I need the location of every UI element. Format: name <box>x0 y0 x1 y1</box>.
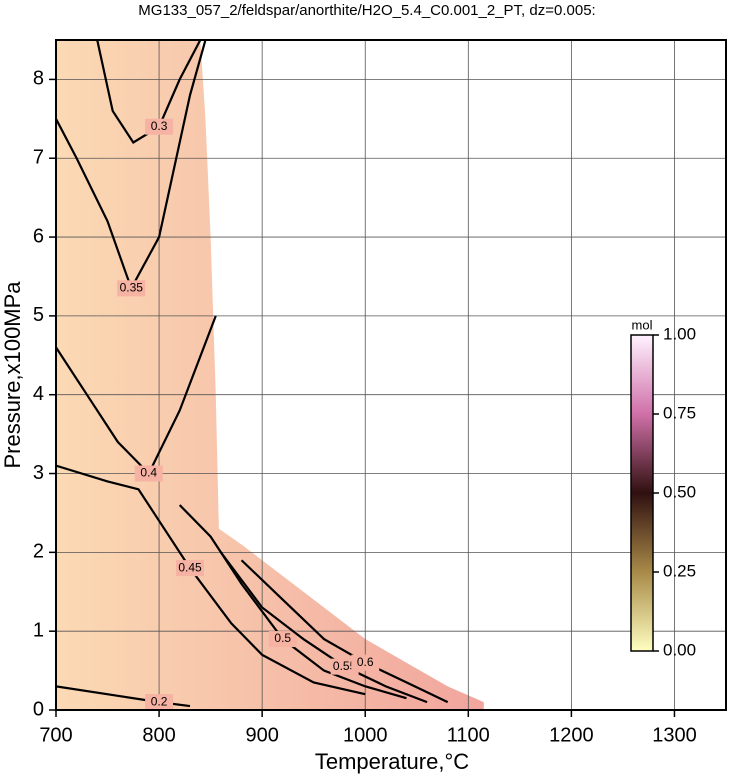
contour-line <box>56 685 191 708</box>
y-tick-label: 8 <box>33 68 44 90</box>
contour-line <box>220 551 428 704</box>
colorbar-tick-label: 0.25 <box>663 561 696 580</box>
contour-label: 0.5 <box>274 631 291 645</box>
contour-label: 0.4 <box>140 466 157 480</box>
x-tick-label: 1300 <box>652 724 697 746</box>
contour-label: 0.2 <box>151 694 168 708</box>
x-tick-label: 1000 <box>343 724 388 746</box>
y-axis-label: Pressure,x100MPa <box>0 281 25 469</box>
contour-label-bg <box>351 654 380 671</box>
x-tick-label: 1100 <box>447 724 490 746</box>
axes: 700 800 900 1000 1100 1200 1300 0 1 2 3 4 5 6 7 8 mol 0.0… <box>33 39 727 746</box>
domain-fill <box>56 40 484 710</box>
y-tick-label: 4 <box>33 383 44 405</box>
colorbar-tick-label: 0.75 <box>663 403 696 422</box>
contour-label-bg <box>134 465 163 482</box>
x-tick-label: 800 <box>142 724 175 746</box>
contour-label-bg <box>268 631 297 648</box>
contour-label: 0.45 <box>178 560 202 574</box>
chart-title: MG133_057_2/feldspar/anorthite/H2O_5.4_C… <box>138 2 595 19</box>
contour-label-bg <box>145 118 174 135</box>
x-tick-label: 1200 <box>549 724 594 746</box>
contour-label: 0.6 <box>357 655 374 669</box>
contour-label: 0.55 <box>333 659 357 673</box>
y-tick-label: 0 <box>33 698 44 720</box>
y-tick-label: 2 <box>33 541 44 563</box>
x-tick-label: 700 <box>39 724 72 746</box>
contour-label: 0.35 <box>120 280 144 294</box>
x-tick-label: 900 <box>245 724 278 746</box>
colorbar <box>630 334 654 652</box>
y-tick-label: 7 <box>33 147 44 169</box>
plot-area: 0.2 0.3 0.35 0.4 0.45 0.5 0.55 0.6 <box>56 40 726 710</box>
x-axis-label: Temperature,°C <box>315 749 469 774</box>
colorbar-tick-label: 0.00 <box>663 640 696 659</box>
contour-label-bg <box>176 560 204 577</box>
contour-label-bg <box>145 694 174 710</box>
colorbar-tick-label: 0.50 <box>663 482 696 501</box>
colorbar-label: mol <box>632 317 653 332</box>
y-tick-label: 5 <box>33 304 44 326</box>
y-tick-label: 1 <box>33 619 44 641</box>
contour-line <box>56 315 217 476</box>
contour-line <box>240 559 449 704</box>
y-tick-label: 3 <box>33 462 44 484</box>
colorbar-tick-label: 1.00 <box>663 324 696 343</box>
y-tick-label: 6 <box>33 225 44 247</box>
contour-label: 0.3 <box>151 119 168 133</box>
contour-label-bg <box>117 280 146 297</box>
plot-frame <box>55 39 727 711</box>
